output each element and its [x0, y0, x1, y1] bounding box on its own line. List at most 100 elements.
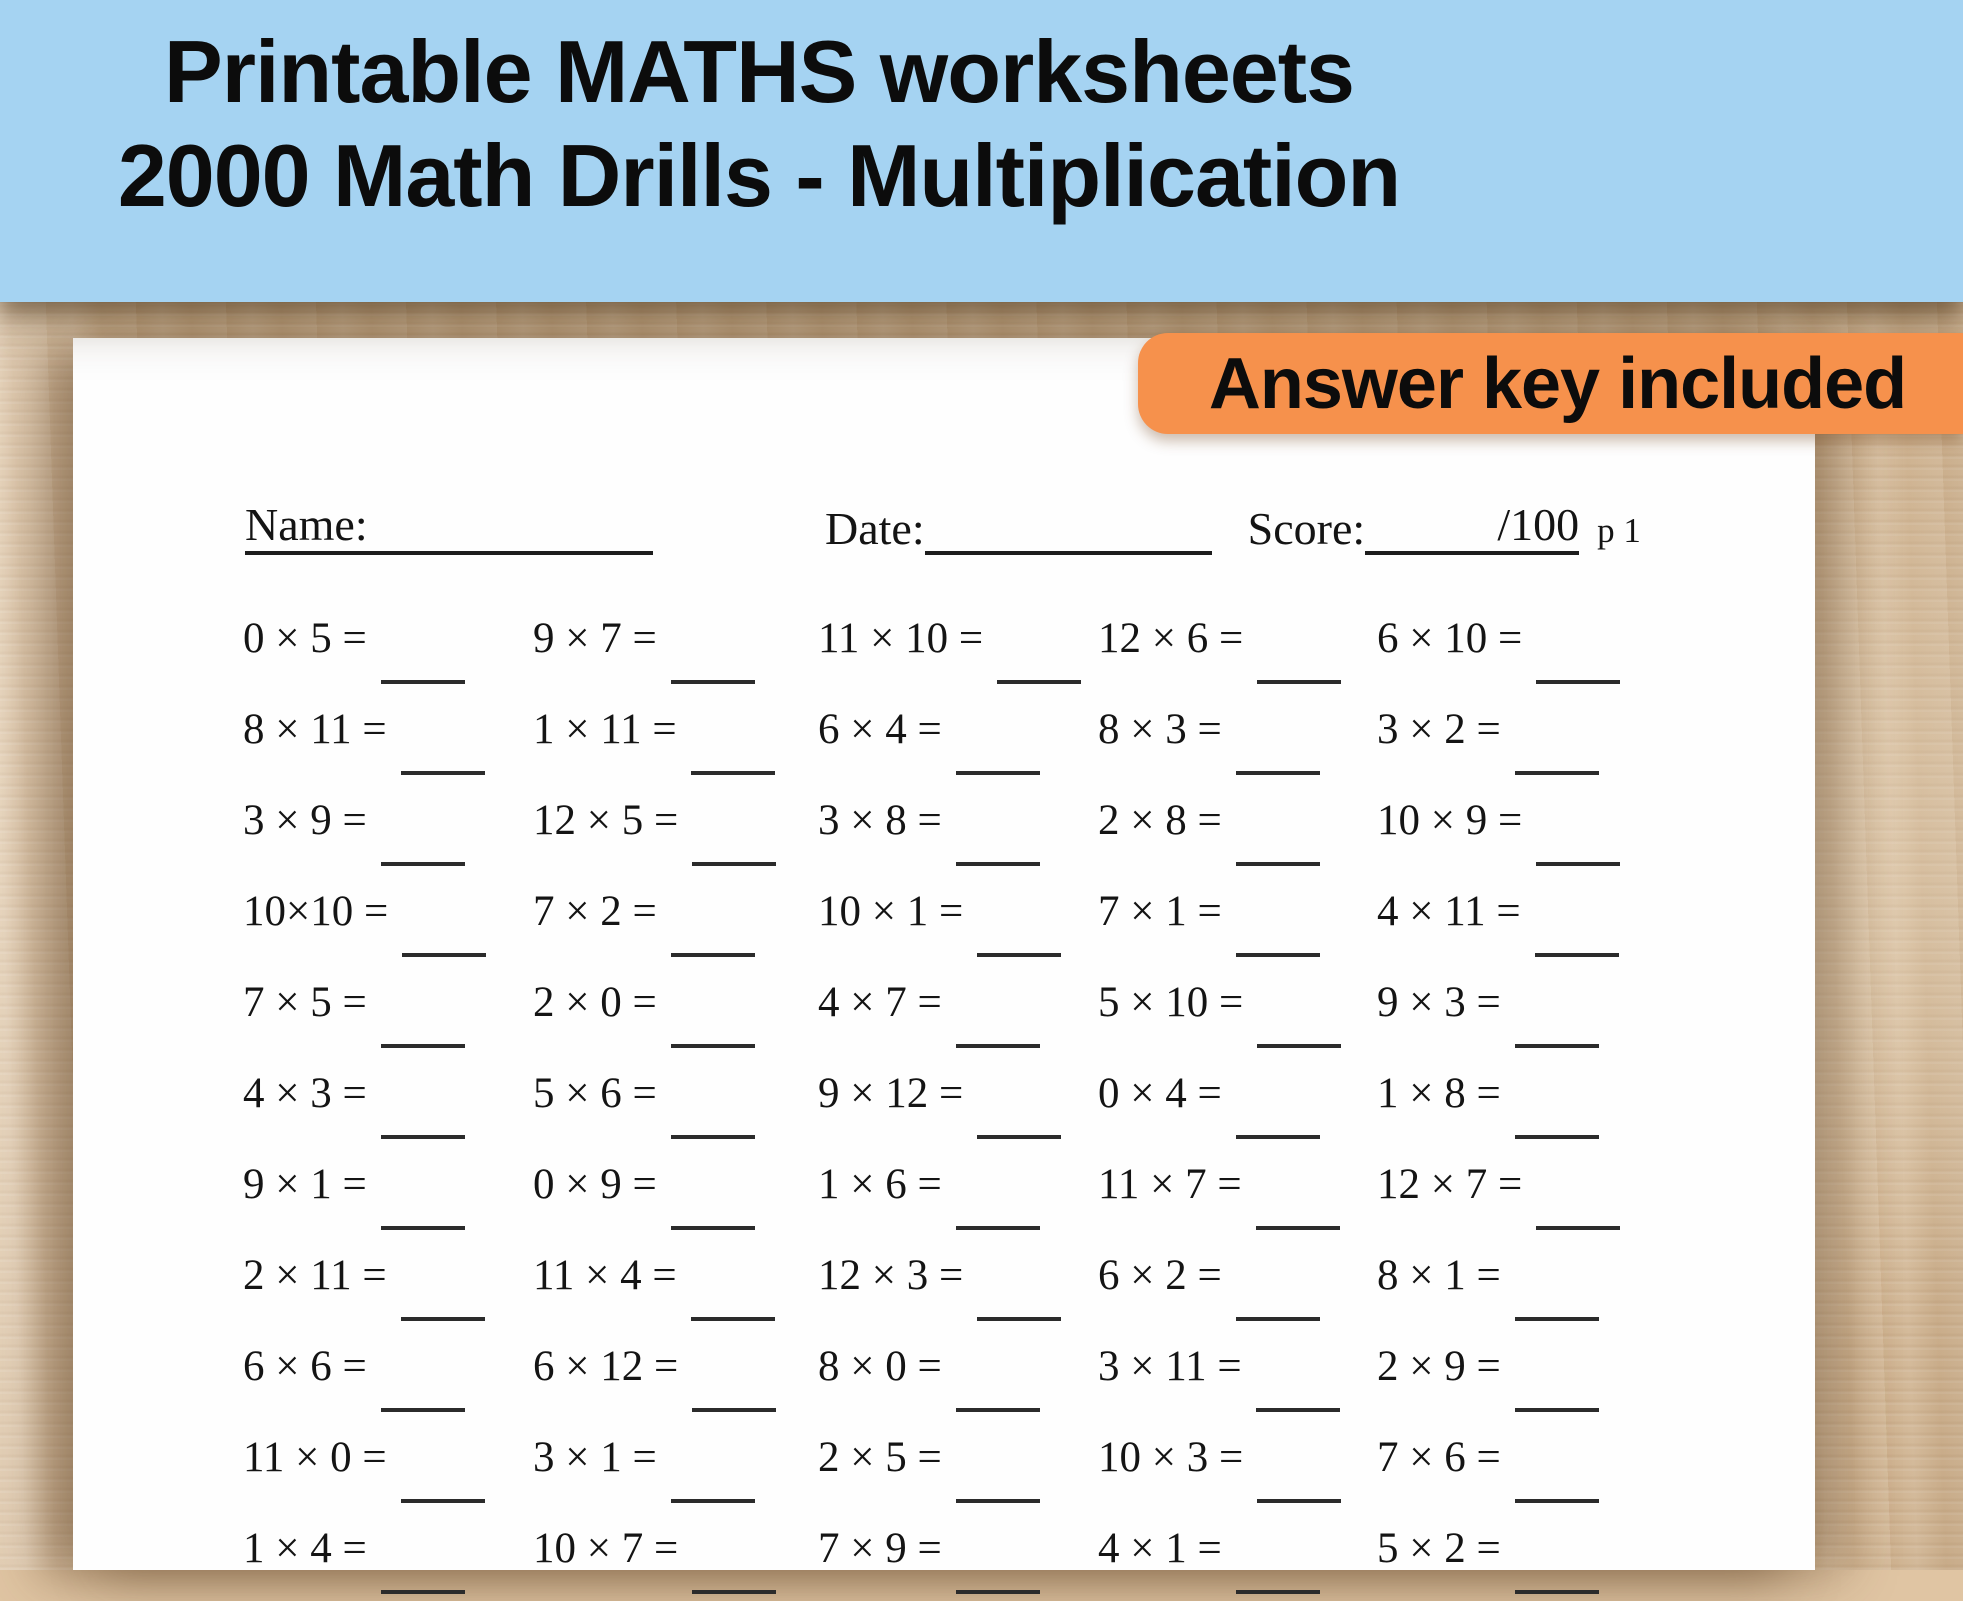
problem-cell: 4 × 7 = [818, 964, 1098, 1055]
answer-blank [402, 953, 487, 957]
answer-blank [1255, 1226, 1340, 1230]
problem-cell: 4 × 11 = [1377, 873, 1643, 964]
problem-text: 8 × 0 = [818, 1343, 942, 1390]
problem-text: 11 × 0 = [243, 1434, 387, 1481]
problem-text: 7 × 1 = [1098, 888, 1222, 935]
problem-cell: 7 × 6 = [1377, 1419, 1643, 1510]
problem-cell: 7 × 2 = [533, 873, 818, 964]
problem-text: 4 × 3 = [243, 1070, 367, 1117]
problem-cell: 5 × 10 = [1098, 964, 1377, 1055]
answer-blank [380, 1408, 465, 1412]
problem-text: 2 × 5 = [818, 1434, 942, 1481]
answer-blank [670, 1044, 755, 1048]
problem-cell: 2 × 5 = [818, 1419, 1098, 1510]
answer-blank [1514, 1499, 1599, 1503]
answer-blank [1235, 953, 1320, 957]
answer-blank [955, 1590, 1040, 1594]
answer-blank [1235, 771, 1320, 775]
problem-cell: 9 × 3 = [1377, 964, 1643, 1055]
answer-blank [977, 953, 1062, 957]
problem-text: 7 × 5 = [243, 979, 367, 1026]
answer-blank [1235, 862, 1320, 866]
problem-text: 0 × 9 = [533, 1161, 657, 1208]
answer-blank [380, 680, 465, 684]
problem-text: 11 × 7 = [1098, 1161, 1242, 1208]
problem-text: 3 × 8 = [818, 797, 942, 844]
problem-text: 5 × 6 = [533, 1070, 657, 1117]
answer-blank [977, 1317, 1062, 1321]
problem-text: 8 × 3 = [1098, 706, 1222, 753]
answer-blank [692, 862, 777, 866]
problem-cell: 2 × 8 = [1098, 782, 1377, 873]
answer-blank [1536, 862, 1621, 866]
problem-cell: 2 × 11 = [243, 1237, 533, 1328]
problem-text: 6 × 10 = [1377, 615, 1523, 662]
problem-cell: 4 × 3 = [243, 1055, 533, 1146]
problem-text: 4 × 1 = [1098, 1525, 1222, 1572]
answer-blank [955, 1044, 1040, 1048]
problem-text: 10 × 7 = [533, 1525, 679, 1572]
answer-blank [955, 1499, 1040, 1503]
problem-cell: 4 × 1 = [1098, 1510, 1377, 1601]
title-text: Printable MATHS worksheets 2000 Math Dri… [0, 0, 1518, 228]
problem-cell: 9 × 7 = [533, 600, 818, 691]
problem-text: 6 × 4 = [818, 706, 942, 753]
answer-blank [997, 680, 1082, 684]
problem-text: 2 × 11 = [243, 1252, 387, 1299]
worksheet-paper: Name: Date: Score: /100 p 1 0 × 5 = 9 × 7… [73, 338, 1815, 1594]
problem-cell: 1 × 11 = [533, 691, 818, 782]
problem-cell: 10 × 3 = [1098, 1419, 1377, 1510]
problem-cell: 6 × 10 = [1377, 600, 1643, 691]
problem-cell: 10 × 7 = [533, 1510, 818, 1601]
problem-text: 10 × 9 = [1377, 797, 1523, 844]
problem-text: 8 × 11 = [243, 706, 387, 753]
answer-blank [670, 953, 755, 957]
problem-text: 2 × 9 = [1377, 1343, 1501, 1390]
answer-blank [400, 1499, 485, 1503]
problem-cell: 7 × 1 = [1098, 873, 1377, 964]
answer-blank [955, 862, 1040, 866]
problem-text: 3 × 9 = [243, 797, 367, 844]
answer-blank [400, 771, 485, 775]
problem-text: 3 × 11 = [1098, 1343, 1242, 1390]
answer-key-badge: Answer key included [1138, 333, 1963, 434]
answer-blank [692, 1590, 777, 1594]
problem-text: 4 × 11 = [1377, 888, 1521, 935]
title-banner: Printable MATHS worksheets 2000 Math Dri… [0, 0, 1963, 302]
problem-text: 2 × 8 = [1098, 797, 1222, 844]
problem-text: 12 × 6 = [1098, 615, 1244, 662]
problem-cell: 2 × 0 = [533, 964, 818, 1055]
answer-blank [1235, 1590, 1320, 1594]
answer-blank [380, 1590, 465, 1594]
problem-cell: 8 × 11 = [243, 691, 533, 782]
problem-cell: 11 × 10 = [818, 600, 1098, 691]
problem-cell: 6 × 2 = [1098, 1237, 1377, 1328]
problem-cell: 6 × 4 = [818, 691, 1098, 782]
problem-text: 1 × 8 = [1377, 1070, 1501, 1117]
problem-cell: 11 × 0 = [243, 1419, 533, 1510]
problem-cell: 12 × 5 = [533, 782, 818, 873]
problem-cell: 12 × 6 = [1098, 600, 1377, 691]
answer-blank [380, 1135, 465, 1139]
score-total: /100 [1497, 499, 1580, 550]
problem-cell: 2 × 9 = [1377, 1328, 1643, 1419]
problem-text: 5 × 2 = [1377, 1525, 1501, 1572]
answer-blank [690, 1317, 775, 1321]
date-label: Date: [825, 503, 925, 554]
problem-cell: 0 × 4 = [1098, 1055, 1377, 1146]
answer-blank [1534, 953, 1619, 957]
answer-blank [1235, 1135, 1320, 1139]
problem-text: 7 × 9 = [818, 1525, 942, 1572]
problem-text: 0 × 4 = [1098, 1070, 1222, 1117]
problem-text: 8 × 1 = [1377, 1252, 1501, 1299]
problem-text: 5 × 10 = [1098, 979, 1244, 1026]
title-line-1: Printable MATHS worksheets [164, 22, 1355, 121]
problem-text: 9 × 1 = [243, 1161, 367, 1208]
problem-cell: 12 × 7 = [1377, 1146, 1643, 1237]
problem-text: 0 × 5 = [243, 615, 367, 662]
problem-cell: 11 × 7 = [1098, 1146, 1377, 1237]
problem-text: 10 × 3 = [1098, 1434, 1244, 1481]
answer-blank [1235, 1317, 1320, 1321]
problem-cell: 9 × 1 = [243, 1146, 533, 1237]
answer-blank [1536, 1226, 1621, 1230]
